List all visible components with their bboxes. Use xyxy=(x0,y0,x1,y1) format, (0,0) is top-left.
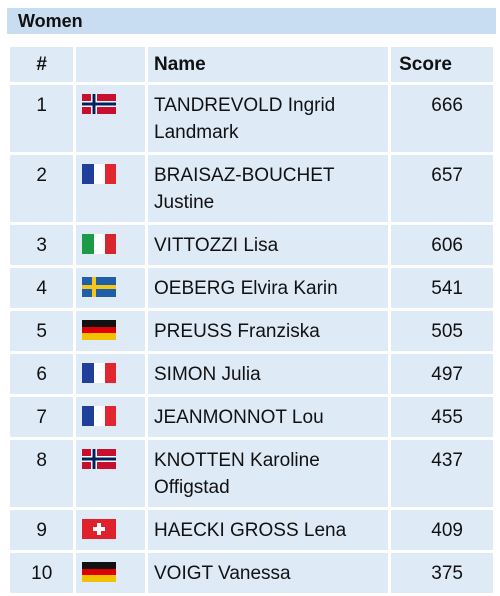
rank: 7 xyxy=(10,397,74,437)
flag-cell xyxy=(76,440,145,507)
column-header xyxy=(76,47,145,82)
section-title: Women xyxy=(7,8,496,34)
rank: 5 xyxy=(10,311,74,351)
score: 606 xyxy=(391,225,493,265)
athlete-name: VITTOZZI Lisa xyxy=(148,225,389,265)
flag xyxy=(82,320,117,340)
score: 541 xyxy=(391,268,493,308)
score: 657 xyxy=(391,155,493,222)
athlete-name: PREUSS Franziska xyxy=(148,311,389,351)
athlete-name: KNOTTEN Karoline Offigstad xyxy=(148,440,389,507)
row: 4 OEBERG Elvira Karin 541 xyxy=(10,268,493,308)
rank: 8 xyxy=(10,440,74,507)
flag xyxy=(82,94,117,114)
score: 409 xyxy=(391,510,493,550)
flag-cell xyxy=(76,268,145,308)
row: 6 SIMON Julia 497 xyxy=(10,354,493,394)
flag-cell xyxy=(76,155,145,222)
flag xyxy=(82,562,117,582)
flag xyxy=(82,449,117,469)
athlete-name: BRAISAZ-BOUCHET Justine xyxy=(148,155,389,222)
flag-cell xyxy=(76,354,145,394)
rank: 2 xyxy=(10,155,74,222)
row: 5 PREUSS Franziska 505 xyxy=(10,311,493,351)
athlete-name: JEANMONNOT Lou xyxy=(148,397,389,437)
score: 505 xyxy=(391,311,493,351)
flag xyxy=(82,406,117,426)
rank: 6 xyxy=(10,354,74,394)
rank: 3 xyxy=(10,225,74,265)
row: 8 KNOTTEN Karoline Offigstad 437 xyxy=(10,440,493,507)
page: Women # Name Score 1 TANDREVOLD Ingrid La… xyxy=(7,8,496,593)
flag-cell xyxy=(76,397,145,437)
header-row: # Name Score xyxy=(10,47,493,82)
row: 2 BRAISAZ-BOUCHET Justine 657 xyxy=(10,155,493,222)
column-header: # xyxy=(10,47,74,82)
ranking-table: # Name Score 1 TANDREVOLD Ingrid Landmark… xyxy=(7,44,496,596)
athlete-name: OEBERG Elvira Karin xyxy=(148,268,389,308)
rank: 9 xyxy=(10,510,74,550)
flag-cell xyxy=(76,311,145,351)
flag xyxy=(82,234,117,254)
rank: 10 xyxy=(10,553,74,593)
score: 455 xyxy=(391,397,493,437)
athlete-name: SIMON Julia xyxy=(148,354,389,394)
ranking: # Name Score 1 TANDREVOLD Ingrid Landmark… xyxy=(7,44,496,596)
flag-cell xyxy=(76,85,145,152)
rank: 4 xyxy=(10,268,74,308)
row: 9 HAECKI GROSS Lena 409 xyxy=(10,510,493,550)
score: 437 xyxy=(391,440,493,507)
score: 497 xyxy=(391,354,493,394)
flag xyxy=(82,277,117,297)
flag xyxy=(82,164,117,184)
column-header: Name xyxy=(148,47,389,82)
row: 10 VOIGT Vanessa 375 xyxy=(10,553,493,593)
row: 1 TANDREVOLD Ingrid Landmark 666 xyxy=(10,85,493,152)
rank: 1 xyxy=(10,85,74,152)
row: 3 VITTOZZI Lisa 606 xyxy=(10,225,493,265)
flag xyxy=(82,519,117,539)
flag-cell xyxy=(76,510,145,550)
score: 666 xyxy=(391,85,493,152)
row: 7 JEANMONNOT Lou 455 xyxy=(10,397,493,437)
athlete-name: TANDREVOLD Ingrid Landmark xyxy=(148,85,389,152)
column-header: Score xyxy=(391,47,493,82)
flag-cell xyxy=(76,225,145,265)
score: 375 xyxy=(391,553,493,593)
athlete-name: VOIGT Vanessa xyxy=(148,553,389,593)
flag xyxy=(82,363,117,383)
flag-cell xyxy=(76,553,145,593)
athlete-name: HAECKI GROSS Lena xyxy=(148,510,389,550)
